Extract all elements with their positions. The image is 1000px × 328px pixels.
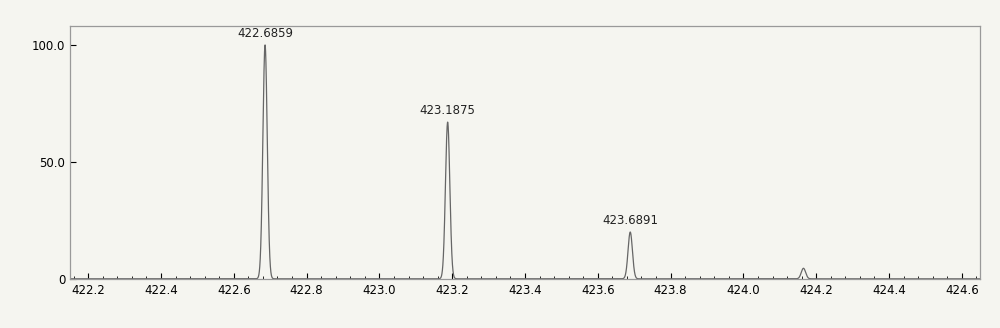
Text: 422.6859: 422.6859: [237, 27, 293, 40]
Text: 423.1875: 423.1875: [420, 104, 476, 117]
Text: 423.6891: 423.6891: [602, 215, 658, 227]
